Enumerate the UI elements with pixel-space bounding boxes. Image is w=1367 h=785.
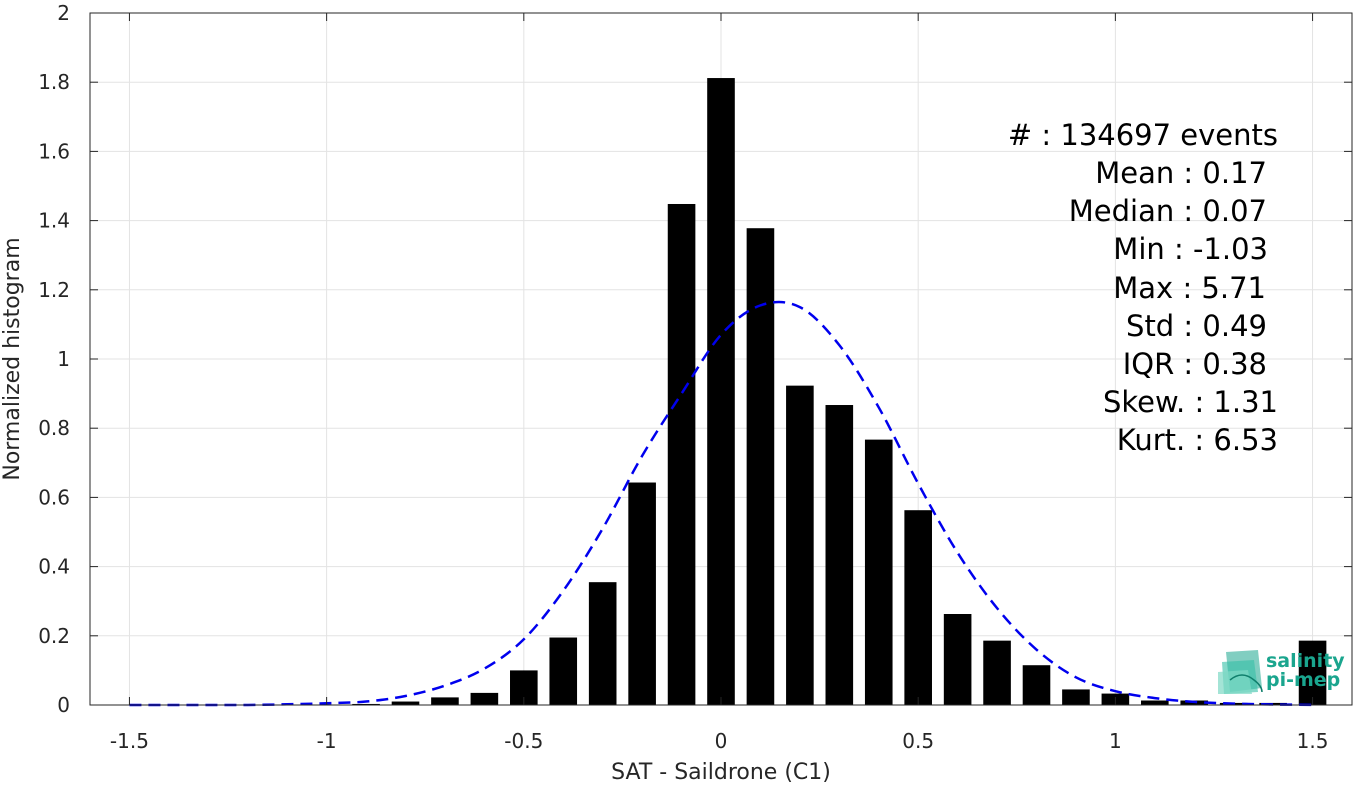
histogram-bar — [1298, 640, 1327, 705]
y-tick-label: 1.4 — [38, 209, 70, 233]
y-axis-ticks: 0 0.2 0.4 0.6 0.8 1 1.2 1.4 1.6 1.8 2 — [38, 1, 1352, 717]
y-tick-label: 1 — [57, 347, 70, 371]
stats-events: # : 134697 events — [1008, 118, 1278, 152]
wave-logo-icon — [1218, 650, 1263, 694]
y-tick-label: 1.8 — [38, 70, 70, 94]
histogram-bar — [628, 482, 656, 705]
x-tick-label: -1 — [317, 729, 337, 753]
x-axis-ticks: -1.5 -1 -0.5 0 0.5 1 1.5 — [110, 13, 1329, 753]
histogram-bar — [352, 703, 380, 705]
histogram-bar — [707, 78, 735, 706]
statistics-annotation: # : 134697 events Mean : 0.17 Median : 0… — [1008, 118, 1278, 457]
x-axis-label: SAT - Saildrone (C1) — [611, 760, 831, 785]
stats-skew: Skew. : 1.31 — [1103, 385, 1278, 419]
histogram-bar — [667, 203, 696, 705]
logo-text-salinity: salinity — [1266, 650, 1345, 672]
stats-std: Std : 0.49 — [1126, 309, 1267, 343]
y-tick-label: 0.2 — [38, 624, 70, 648]
y-tick-label: 1.2 — [38, 278, 70, 302]
histogram-bar — [786, 385, 814, 705]
stats-min: Min : -1.03 — [1113, 232, 1268, 266]
histogram-bar — [588, 582, 617, 705]
y-tick-label: 0.4 — [38, 555, 70, 579]
y-tick-label: 0.6 — [38, 485, 70, 509]
stats-max: Max : 5.71 — [1113, 271, 1266, 305]
y-tick-label: 2 — [57, 1, 70, 25]
stats-mean: Mean : 0.17 — [1095, 156, 1267, 190]
histogram-bar — [983, 640, 1011, 705]
histogram-bar — [431, 697, 459, 705]
histogram-bar — [1062, 689, 1090, 705]
histogram-bar — [864, 439, 893, 705]
x-tick-label: 0 — [715, 729, 728, 753]
histogram-bar — [825, 405, 854, 705]
normal-fit-curve — [129, 300, 1313, 707]
histogram-bar — [904, 510, 932, 705]
y-axis-label: Normalized histogram — [0, 237, 25, 480]
x-tick-label: 0.5 — [902, 729, 934, 753]
histogram-bar — [943, 614, 972, 705]
y-tick-label: 0.8 — [38, 416, 70, 440]
histogram-bar — [470, 692, 499, 705]
x-tick-label: -1.5 — [110, 729, 149, 753]
y-tick-label: 0 — [57, 693, 70, 717]
x-tick-label: 1 — [1109, 729, 1122, 753]
salinity-pi-mep-logo: salinity pi-mep — [1218, 650, 1345, 694]
histogram-bar — [391, 701, 420, 705]
x-tick-label: -0.5 — [504, 729, 543, 753]
stats-median: Median : 0.07 — [1069, 194, 1267, 228]
x-tick-label: 1.5 — [1297, 729, 1329, 753]
histogram-bars — [352, 78, 1327, 706]
histogram-bar — [549, 637, 578, 705]
stats-iqr: IQR : 0.38 — [1123, 347, 1267, 381]
stats-kurt: Kurt. : 6.53 — [1117, 423, 1278, 457]
logo-text-pi-mep: pi-mep — [1266, 669, 1340, 691]
histogram-bar — [1022, 665, 1051, 705]
y-tick-label: 1.6 — [38, 139, 70, 163]
histogram-bar — [1141, 700, 1169, 705]
histogram-bar — [746, 228, 775, 705]
